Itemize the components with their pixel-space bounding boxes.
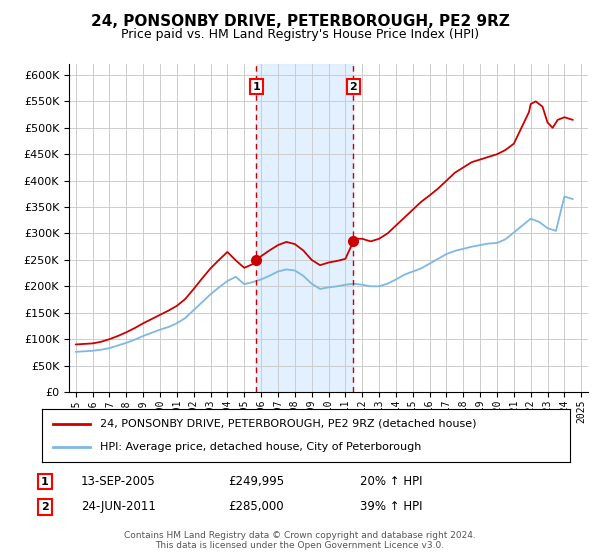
Text: Price paid vs. HM Land Registry's House Price Index (HPI): Price paid vs. HM Land Registry's House … <box>121 28 479 41</box>
Text: HPI: Average price, detached house, City of Peterborough: HPI: Average price, detached house, City… <box>100 442 421 452</box>
Bar <box>256 64 353 392</box>
Text: 1: 1 <box>253 82 260 92</box>
Text: Contains HM Land Registry data © Crown copyright and database right 2024.
This d: Contains HM Land Registry data © Crown c… <box>124 530 476 550</box>
Text: 24, PONSONBY DRIVE, PETERBOROUGH, PE2 9RZ (detached house): 24, PONSONBY DRIVE, PETERBOROUGH, PE2 9R… <box>100 419 476 429</box>
Text: 13-SEP-2005: 13-SEP-2005 <box>81 475 156 488</box>
Text: 24-JUN-2011: 24-JUN-2011 <box>81 500 156 514</box>
Text: 20% ↑ HPI: 20% ↑ HPI <box>360 475 422 488</box>
Text: £249,995: £249,995 <box>228 475 284 488</box>
Text: 24, PONSONBY DRIVE, PETERBOROUGH, PE2 9RZ: 24, PONSONBY DRIVE, PETERBOROUGH, PE2 9R… <box>91 14 509 29</box>
Text: 39% ↑ HPI: 39% ↑ HPI <box>360 500 422 514</box>
Text: £285,000: £285,000 <box>228 500 284 514</box>
Text: 1: 1 <box>41 477 49 487</box>
Text: 2: 2 <box>350 82 358 92</box>
Text: 2: 2 <box>41 502 49 512</box>
